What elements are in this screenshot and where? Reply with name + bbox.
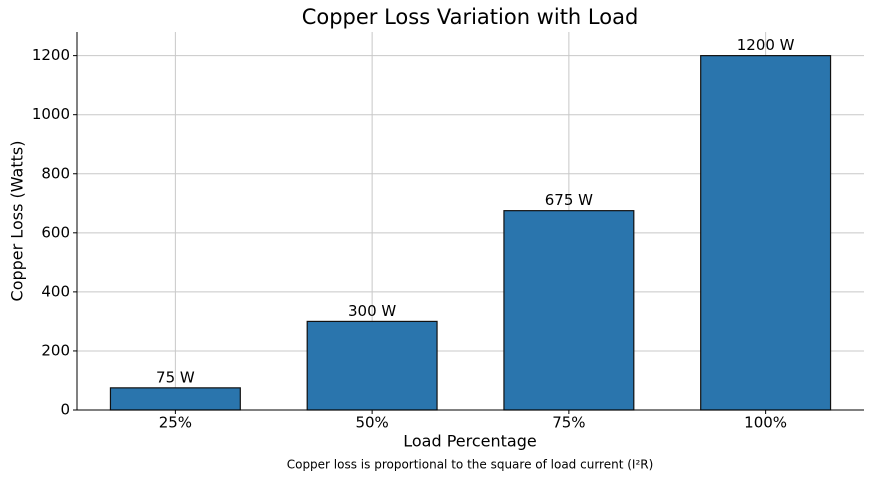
footnote: Copper loss is proportional to the squar…: [287, 458, 654, 472]
y-tick-label: 1200: [32, 46, 70, 64]
axes-frame: [76, 32, 864, 411]
y-tick-label: 1000: [32, 105, 70, 123]
bar: [700, 55, 832, 411]
y-tick-label: 400: [41, 282, 70, 300]
bar: [306, 320, 438, 411]
bar: [503, 210, 635, 411]
data-label: 300 W: [348, 302, 396, 320]
chart-title: Copper Loss Variation with Load: [302, 5, 639, 29]
data-label: 1200 W: [737, 36, 795, 54]
data-label: 75 W: [156, 368, 195, 386]
x-tick-label: 100%: [744, 414, 787, 432]
x-axis-label: Load Percentage: [403, 432, 536, 451]
y-axis-label: Copper Loss (Watts): [8, 141, 27, 302]
data-label: 675 W: [545, 191, 593, 209]
x-tick-label: 50%: [355, 414, 388, 432]
x-tick-label: 25%: [159, 414, 192, 432]
y-tick-label: 0: [60, 401, 70, 419]
x-tick-label: 75%: [552, 414, 585, 432]
y-tick-label: 200: [41, 341, 70, 359]
bar: [109, 387, 241, 411]
y-tick-label: 600: [41, 223, 70, 241]
y-tick-label: 800: [41, 164, 70, 182]
